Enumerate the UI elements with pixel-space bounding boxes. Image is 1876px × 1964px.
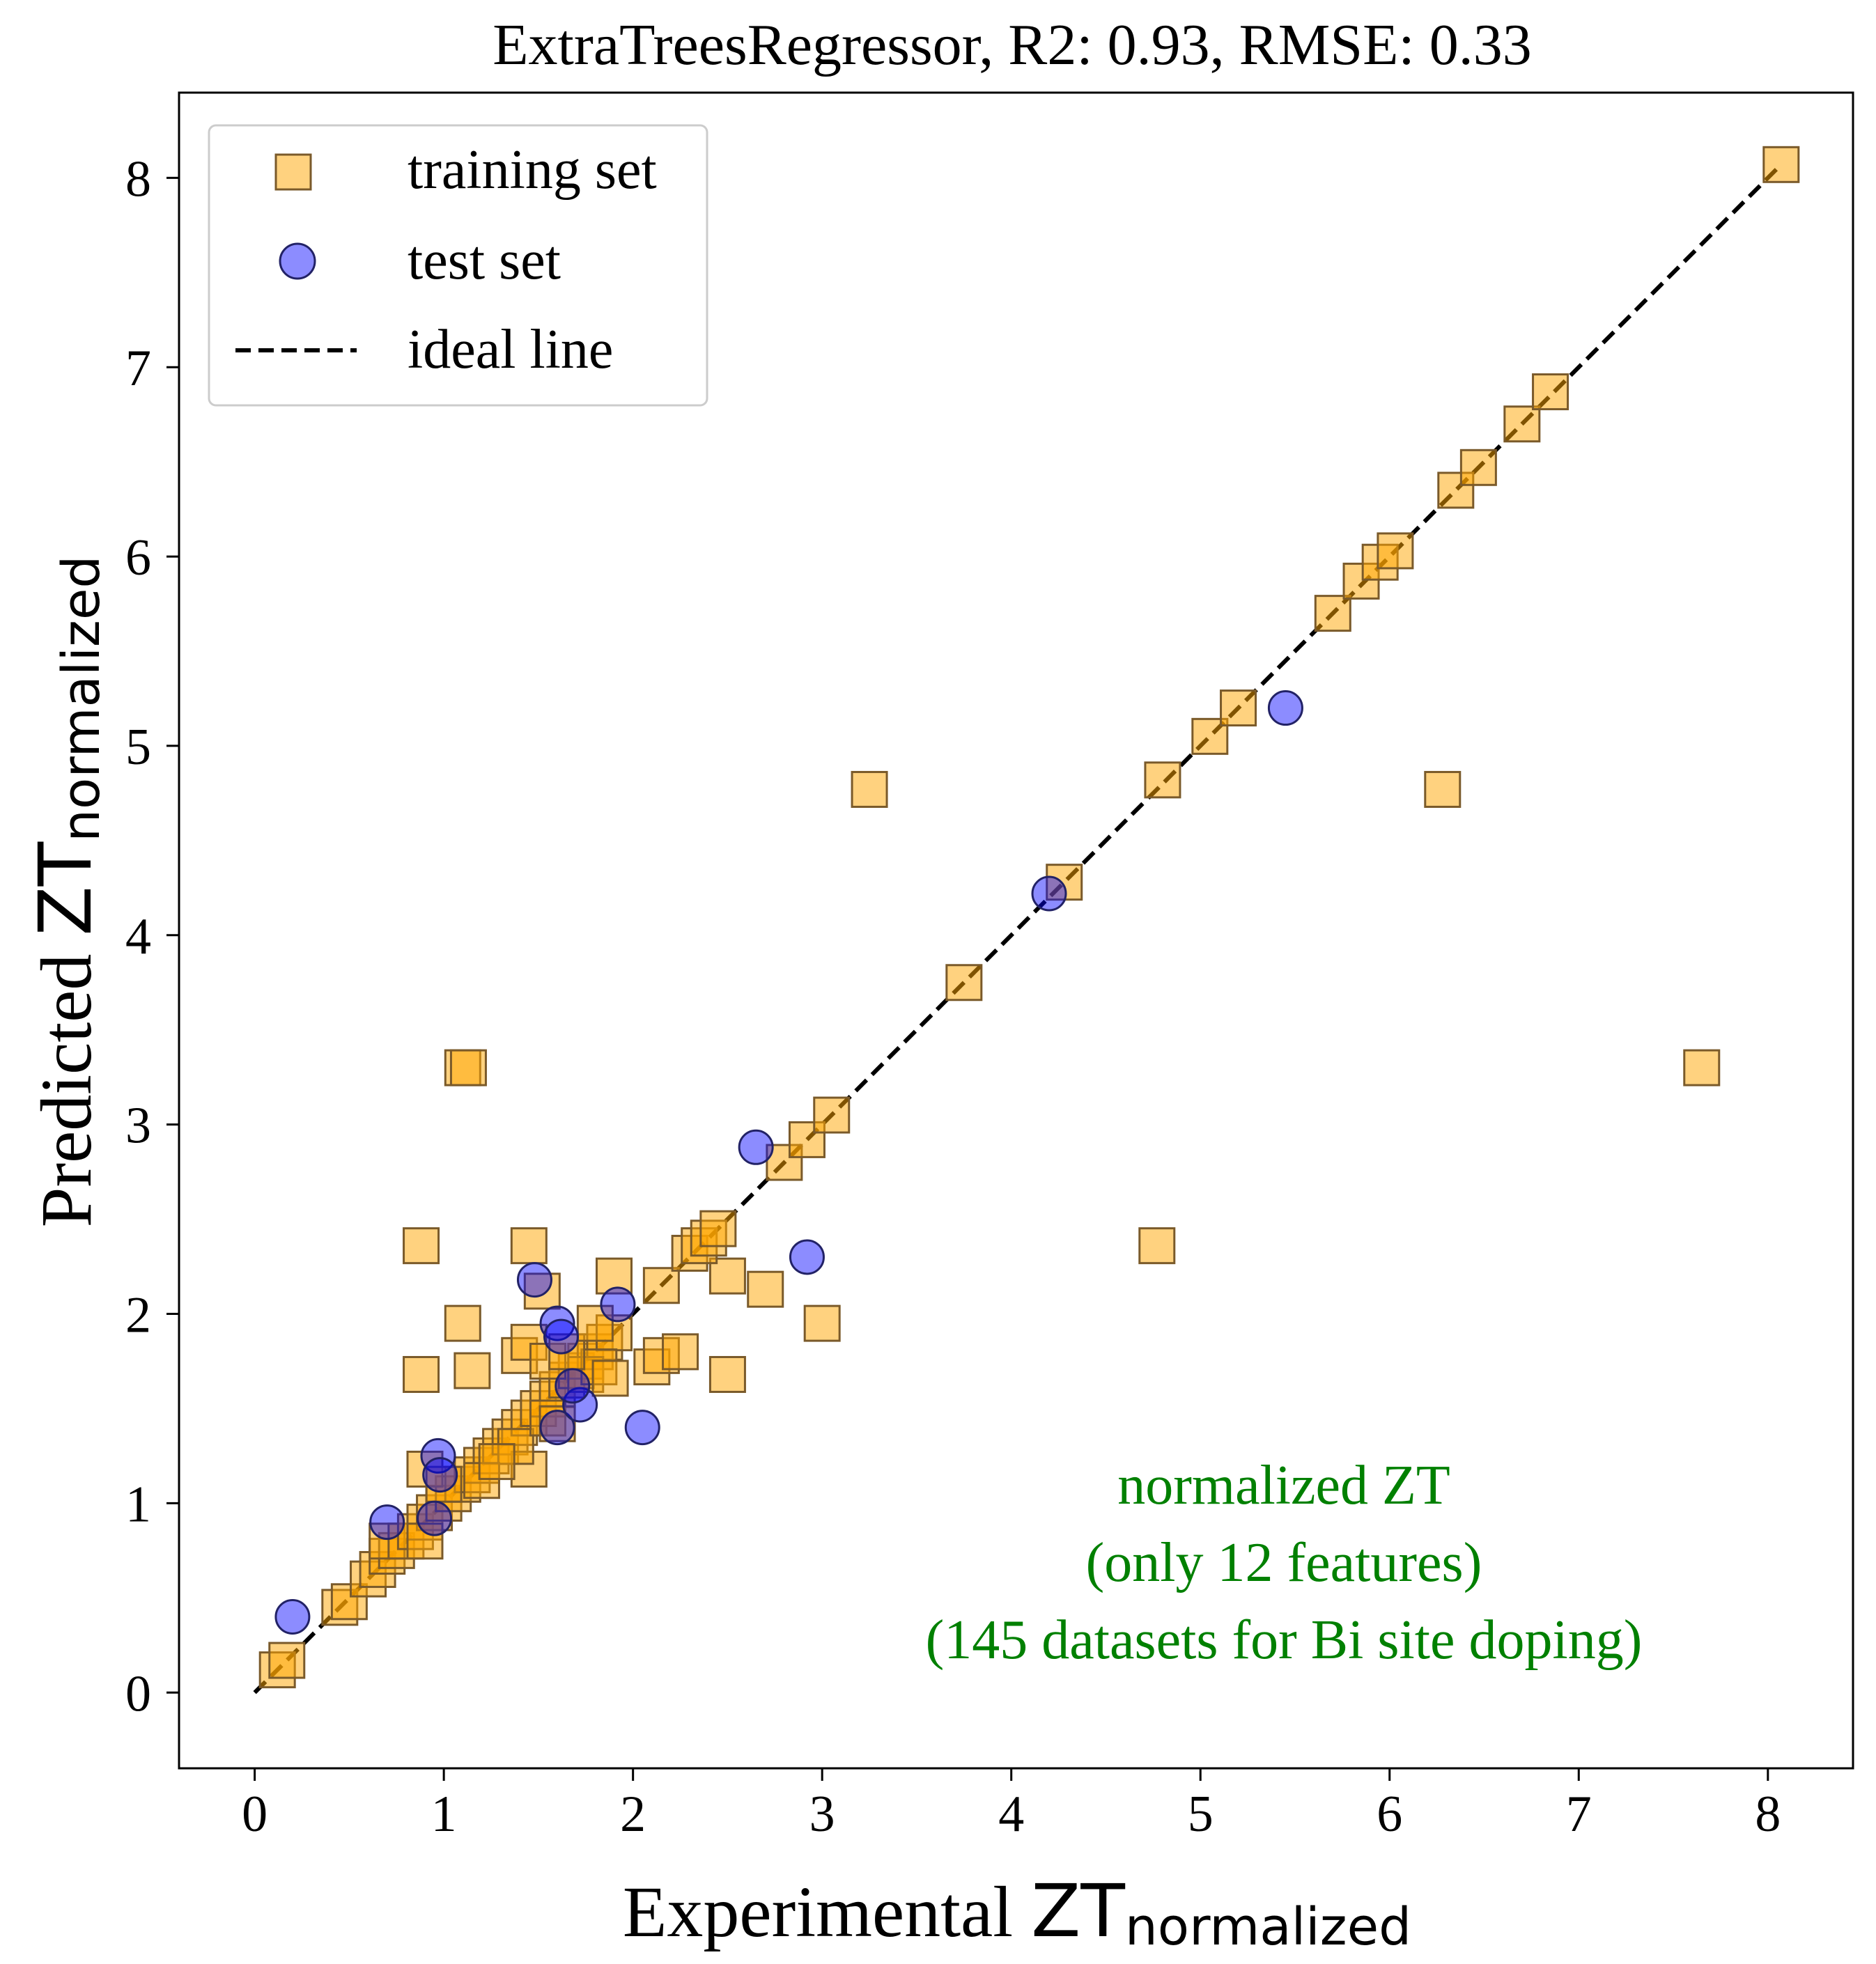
y-axis-ticks: 0 1 2 3 4 5 6 7 8 bbox=[125, 150, 179, 1722]
legend-frame bbox=[208, 124, 708, 407]
training-point bbox=[478, 1443, 515, 1481]
training-point bbox=[268, 1642, 306, 1679]
x-tick-label: 0 bbox=[242, 1786, 268, 1843]
test-point bbox=[1031, 875, 1067, 912]
training-point bbox=[403, 1227, 440, 1265]
legend-test-label: test set bbox=[408, 230, 561, 291]
x-tick-label: 7 bbox=[1566, 1786, 1592, 1843]
test-point bbox=[543, 1318, 579, 1355]
annotation-line-2: (only 12 features) bbox=[1086, 1532, 1482, 1593]
training-point bbox=[1532, 373, 1569, 411]
y-tick-label: 0 bbox=[125, 1665, 151, 1722]
training-point bbox=[803, 1304, 841, 1342]
y-tick-label: 6 bbox=[125, 529, 151, 586]
training-point bbox=[1314, 595, 1351, 632]
training-point bbox=[662, 1333, 699, 1371]
test-point bbox=[789, 1239, 825, 1275]
training-point bbox=[851, 770, 888, 808]
test-point bbox=[417, 1500, 453, 1536]
y-axis-label: Predicted ZTnormalized bbox=[23, 556, 111, 1228]
test-point bbox=[420, 1437, 456, 1474]
training-point bbox=[403, 1356, 440, 1394]
test-point bbox=[539, 1410, 575, 1446]
test-set-points bbox=[274, 690, 1303, 1635]
test-point bbox=[539, 1305, 575, 1341]
plot-area bbox=[253, 146, 1800, 1694]
training-point bbox=[642, 1267, 680, 1304]
y-tick-label: 8 bbox=[125, 150, 151, 208]
test-point bbox=[516, 1262, 552, 1298]
x-tick-label: 2 bbox=[620, 1786, 646, 1843]
legend-test-marker bbox=[279, 242, 316, 280]
test-point bbox=[1267, 690, 1303, 726]
x-axis-label-symbol: ZT bbox=[1031, 1869, 1125, 1954]
training-point bbox=[747, 1270, 784, 1308]
training-point bbox=[813, 1096, 851, 1134]
training-point bbox=[444, 1304, 481, 1342]
y-tick-label: 3 bbox=[125, 1098, 151, 1155]
training-point bbox=[1424, 770, 1462, 808]
annotation-line-1: normalized ZT bbox=[1117, 1455, 1450, 1516]
training-point bbox=[699, 1210, 737, 1247]
test-point bbox=[274, 1599, 311, 1635]
training-point bbox=[1144, 761, 1181, 799]
test-point bbox=[562, 1387, 598, 1423]
training-point bbox=[449, 1049, 487, 1086]
legend-training-label: training set bbox=[408, 139, 657, 201]
x-tick-label: 8 bbox=[1755, 1786, 1781, 1843]
training-point bbox=[406, 1522, 444, 1560]
test-point bbox=[422, 1457, 458, 1493]
test-point bbox=[738, 1129, 774, 1165]
training-point bbox=[945, 964, 983, 1002]
annotation-line-3: (145 datasets for Bi site doping) bbox=[926, 1610, 1643, 1671]
training-point bbox=[1683, 1049, 1721, 1086]
y-axis-label-subscript: normalized bbox=[52, 556, 111, 842]
training-point bbox=[708, 1356, 746, 1394]
training-point bbox=[523, 1272, 561, 1310]
training-point bbox=[1377, 532, 1414, 570]
training-point bbox=[538, 1405, 576, 1442]
x-axis-label-main: Experimental bbox=[623, 1872, 1031, 1952]
training-point bbox=[1138, 1227, 1176, 1265]
y-tick-label: 2 bbox=[125, 1287, 151, 1344]
training-point bbox=[1046, 864, 1083, 901]
x-tick-label: 6 bbox=[1377, 1786, 1402, 1843]
y-tick-label: 5 bbox=[125, 719, 151, 776]
annotation: normalized ZT (only 12 features) (145 da… bbox=[926, 1455, 1643, 1671]
x-tick-label: 4 bbox=[998, 1786, 1024, 1843]
training-point bbox=[1762, 146, 1800, 183]
x-axis-label-subscript: normalized bbox=[1125, 1897, 1411, 1957]
legend-training-marker bbox=[274, 153, 312, 191]
test-point bbox=[369, 1504, 405, 1541]
training-point bbox=[1220, 689, 1257, 727]
training-point bbox=[1459, 449, 1497, 486]
training-point bbox=[591, 1359, 629, 1397]
y-tick-label: 1 bbox=[125, 1476, 151, 1533]
x-tick-label: 5 bbox=[1188, 1786, 1214, 1843]
x-axis-ticks: 0 1 2 3 4 5 6 7 8 bbox=[242, 1768, 1781, 1843]
legend-ideal-line-label: ideal line bbox=[408, 319, 613, 380]
y-tick-label: 4 bbox=[125, 908, 151, 965]
training-point bbox=[510, 1227, 548, 1265]
test-point bbox=[555, 1368, 591, 1404]
training-point bbox=[576, 1304, 614, 1342]
training-point bbox=[708, 1257, 746, 1295]
legend: training set test set ideal line bbox=[208, 124, 708, 407]
training-point bbox=[1503, 405, 1541, 443]
chart-title: ExtraTreesRegressor, R2: 0.93, RMSE: 0.3… bbox=[493, 13, 1532, 77]
x-tick-label: 3 bbox=[809, 1786, 835, 1843]
y-axis-label-symbol: ZT bbox=[23, 841, 108, 935]
training-point bbox=[454, 1352, 491, 1389]
axes-frame bbox=[178, 91, 1854, 1770]
training-point bbox=[1437, 471, 1475, 509]
test-point bbox=[624, 1410, 660, 1446]
y-axis-label-main: Predicted bbox=[26, 936, 107, 1228]
x-tick-label: 1 bbox=[431, 1786, 457, 1843]
test-point bbox=[600, 1286, 636, 1323]
y-tick-label: 7 bbox=[125, 340, 151, 397]
x-axis-label: Experimental ZTnormalized bbox=[623, 1869, 1411, 1957]
